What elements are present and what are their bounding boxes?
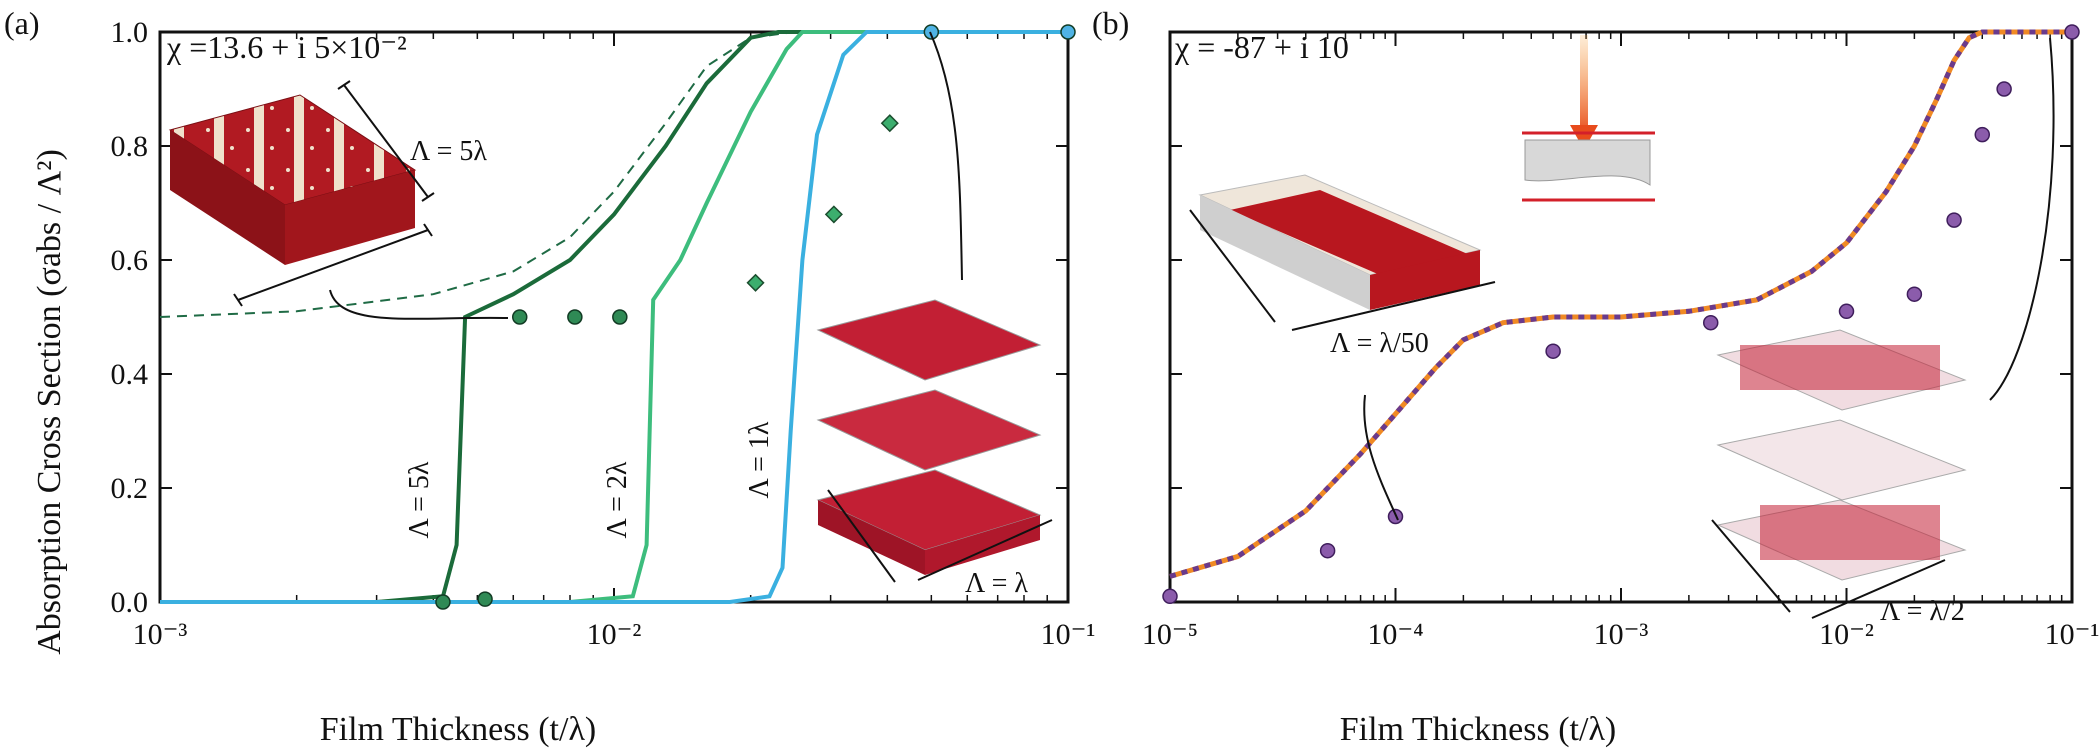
a-data-point	[612, 309, 628, 325]
a-series-line	[160, 30, 1068, 604]
inset-beam	[1522, 35, 1655, 202]
inset-striped-slab	[168, 80, 435, 307]
curve-label-2lambda: Λ = 2λ	[602, 461, 633, 538]
b-data-point	[1162, 588, 1178, 605]
a-series-line	[160, 30, 1068, 604]
b-x-tick-label: 10⁻³	[1594, 618, 1649, 651]
b-series-line-dash	[1169, 29, 2072, 579]
curve-label-5lambda: Λ = 5λ	[404, 461, 435, 538]
a-y-tick-label: 0.8	[111, 130, 149, 163]
a-data-point	[477, 591, 493, 607]
inset-stacked-layers	[816, 299, 1053, 583]
a-data-point	[1060, 24, 1076, 40]
b-data-point	[1702, 314, 1719, 331]
a-data-point	[567, 309, 583, 325]
b-data-point	[1545, 343, 1561, 359]
b-data-point	[1996, 81, 2012, 97]
panel-a-label: (a)	[4, 5, 40, 41]
b-x-tick-label: 10⁻⁵	[1142, 618, 1198, 651]
b-data-point	[1319, 542, 1336, 559]
a-x-tick-label: 10⁻¹	[1041, 618, 1096, 651]
inset-label-5lambda: Λ = 5λ	[410, 136, 487, 167]
inset-plate	[1189, 174, 1496, 331]
inset-label-lambda-2: Λ = λ/2	[1880, 596, 1965, 627]
a-y-tick-label: 0.4	[111, 358, 149, 391]
b-data-point	[1946, 212, 1962, 228]
b-data-point	[1906, 286, 1923, 302]
panel-b-x-axis-label: Film Thickness (t/λ)	[1340, 711, 1617, 748]
panel-a-y-ticks: 0.0 0.2 0.4 0.6 0.8 1.0	[111, 16, 1068, 619]
a-y-tick-label: 0.0	[111, 586, 149, 619]
arrow-a2	[929, 31, 963, 281]
panel-b-points	[1162, 24, 2080, 605]
panel-a-series	[158, 30, 1070, 604]
inset-label-lambda-50: Λ = λ/50	[1330, 328, 1429, 359]
panel-a-formula: χ =13.6 + i 5×10⁻²	[166, 29, 407, 65]
a-y-tick-label: 0.2	[111, 472, 149, 505]
panel-b-formula: χ = -87 + i 10	[1174, 29, 1349, 65]
b-data-point	[1974, 126, 1991, 143]
b-x-tick-label: 10⁻²	[1819, 618, 1874, 651]
y-axis-label: Absorption Cross Section (σabs / Λ²)	[31, 149, 68, 655]
arrow-b1	[1363, 394, 1399, 521]
a-data-point	[880, 114, 899, 133]
b-x-tick-label: 10⁻⁴	[1367, 618, 1423, 651]
inset-label-lambda: Λ = λ	[965, 568, 1028, 599]
a-x-tick-label: 10⁻³	[133, 618, 188, 651]
b-plot-frame	[1168, 30, 2074, 604]
panel-a: (a) Absorption Cross Section (σabs / Λ²)…	[4, 5, 1095, 748]
a-data-point	[511, 309, 528, 325]
b-x-tick-label: 10⁻¹	[2045, 618, 2100, 651]
panel-b: (b) Film Thickness (t/λ) χ = -87 + i 10 …	[1092, 5, 2099, 748]
a-series-line	[159, 31, 1068, 318]
a-data-point	[746, 273, 765, 292]
a-y-tick-label: 1.0	[111, 16, 149, 49]
a-x-tick-label: 10⁻²	[587, 618, 642, 651]
a-data-point	[824, 205, 843, 224]
arrow-b2	[1989, 37, 2055, 401]
panel-a-points	[435, 24, 1076, 610]
inset-lattice-layers	[1711, 329, 1967, 619]
b-series-line	[1169, 29, 2072, 579]
a-data-point	[923, 24, 940, 40]
a-data-point	[435, 594, 451, 610]
panel-b-series	[1168, 29, 2074, 604]
panel-b-x-ticks: 10⁻⁵ 10⁻⁴ 10⁻³ 10⁻² 10⁻¹	[1142, 32, 2100, 651]
panel-a-x-ticks: 10⁻³ 10⁻² 10⁻¹	[133, 32, 1096, 651]
arrow-a1	[329, 289, 509, 320]
b-data-point	[2064, 24, 2080, 40]
panel-b-label: (b)	[1092, 5, 1129, 41]
a-y-tick-label: 0.6	[111, 244, 149, 277]
curve-label-1lambda: Λ = 1λ	[744, 421, 775, 498]
b-data-point	[1838, 303, 1855, 320]
panel-a-x-axis-label: Film Thickness (t/λ)	[320, 711, 597, 748]
